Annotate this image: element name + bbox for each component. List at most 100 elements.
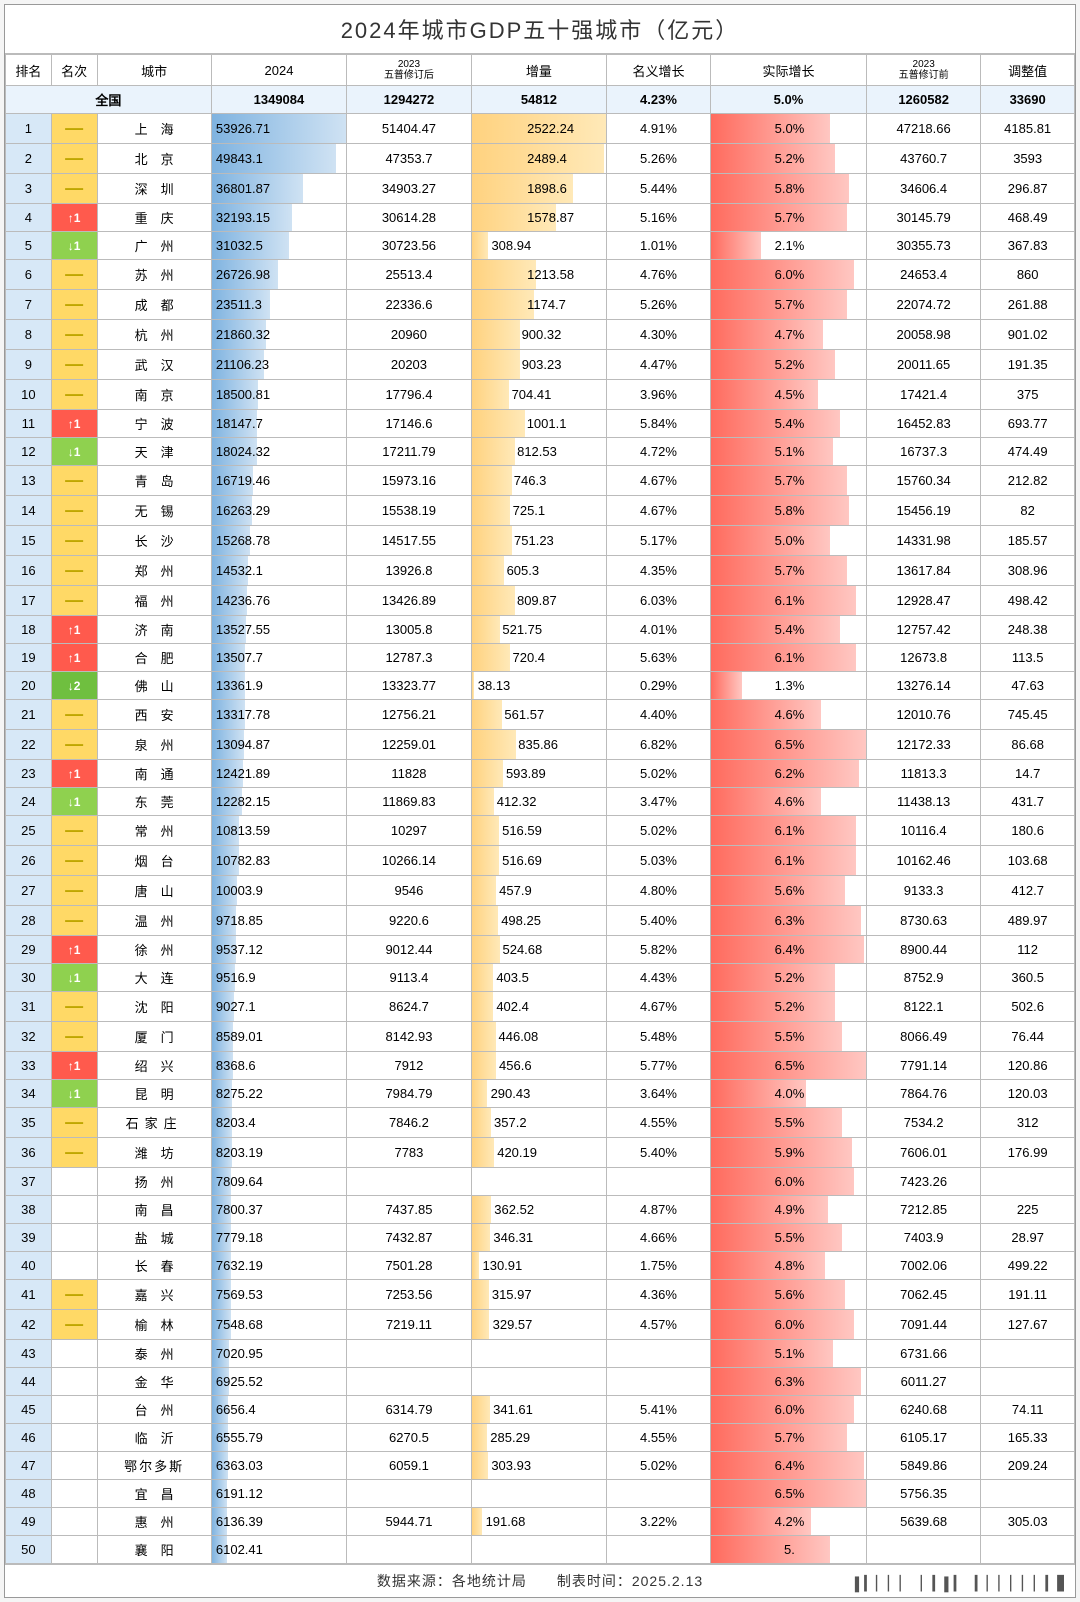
city-cell: 武 汉 (97, 350, 211, 380)
table-row: 29↑1徐 州9537.129012.44524.685.82%6.4%8900… (6, 936, 1075, 964)
gdp-2024-cell: 9516.9 (211, 964, 346, 992)
gdp-2024-cell: 10813.59 (211, 816, 346, 846)
adjust-cell: 312 (981, 1108, 1075, 1138)
gdp-2024-cell: 8368.6 (211, 1052, 346, 1080)
adjust-cell: 502.6 (981, 992, 1075, 1022)
adjust-cell: 693.77 (981, 410, 1075, 438)
real-growth-cell: 5.4% (710, 616, 866, 644)
rank-cell: 47 (6, 1452, 52, 1480)
table-row: 20↓2佛 山13361.913323.7738.130.29%1.3%1327… (6, 672, 1075, 700)
table-row: 24↓1东 莞12282.1511869.83412.323.47%4.6%11… (6, 788, 1075, 816)
adjust-cell: 261.88 (981, 290, 1075, 320)
nominal-growth-cell: 4.57% (607, 1310, 711, 1340)
table-row: 7—成 都23511.322336.61174.75.26%5.7%22074.… (6, 290, 1075, 320)
rank-change-cell (51, 1424, 97, 1452)
table-row: 45台 州6656.46314.79341.615.41%6.0%6240.68… (6, 1396, 1075, 1424)
city-cell: 宁 波 (97, 410, 211, 438)
increment-cell: 751.23 (471, 526, 606, 556)
adjust-cell: 86.68 (981, 730, 1075, 760)
real-growth-cell: 6.5% (710, 730, 866, 760)
adjust-cell: 745.45 (981, 700, 1075, 730)
increment-cell: 605.3 (471, 556, 606, 586)
nominal-growth-cell (607, 1340, 711, 1368)
rank-change-cell: — (51, 700, 97, 730)
increment-cell: 1001.1 (471, 410, 606, 438)
city-cell: 青 岛 (97, 466, 211, 496)
gdp-2023after-cell: 13926.8 (347, 556, 472, 586)
rank-change-cell: — (51, 730, 97, 760)
gdp-2023after-cell: 9220.6 (347, 906, 472, 936)
rank-change-cell: ↑1 (51, 1052, 97, 1080)
nominal-growth-cell: 3.64% (607, 1080, 711, 1108)
gdp-2023after-cell: 7253.56 (347, 1280, 472, 1310)
gdp-2023before-cell: 7091.44 (866, 1310, 980, 1340)
table-row: 46临 沂6555.796270.5285.294.55%5.7%6105.17… (6, 1424, 1075, 1452)
nominal-growth-cell: 6.82% (607, 730, 711, 760)
table-row: 33↑1绍 兴8368.67912456.65.77%6.5%7791.1412… (6, 1052, 1075, 1080)
gdp-2023after-cell: 8142.93 (347, 1022, 472, 1052)
gdp-2023after-cell (347, 1168, 472, 1196)
hdr-2023after-l2: 五普修订后 (384, 70, 434, 81)
gdp-2023before-cell: 5756.35 (866, 1480, 980, 1508)
rank-cell: 33 (6, 1052, 52, 1080)
real-growth-cell: 5.7% (710, 1424, 866, 1452)
rank-change-cell (51, 1368, 97, 1396)
gdp-2023after-cell: 6059.1 (347, 1452, 472, 1480)
adjust-cell: 4185.81 (981, 114, 1075, 144)
table-row: 11↑1宁 波18147.717146.61001.15.84%5.4%1645… (6, 410, 1075, 438)
gdp-2024-cell: 6363.03 (211, 1452, 346, 1480)
gdp-2023after-cell: 9546 (347, 876, 472, 906)
city-cell: 潍 坊 (97, 1138, 211, 1168)
gdp-2023before-cell: 7791.14 (866, 1052, 980, 1080)
rank-cell: 34 (6, 1080, 52, 1108)
adjust-cell: 367.83 (981, 232, 1075, 260)
gdp-2023before-cell: 7062.45 (866, 1280, 980, 1310)
rank-cell: 36 (6, 1138, 52, 1168)
gdp-2024-cell: 18024.32 (211, 438, 346, 466)
gdp-2023after-cell: 22336.6 (347, 290, 472, 320)
real-growth-cell: 6.1% (710, 816, 866, 846)
gdp-2023after-cell: 20203 (347, 350, 472, 380)
gdp-2023after-cell: 7912 (347, 1052, 472, 1080)
table-row: 4↑1重 庆32193.1530614.281578.875.16%5.7%30… (6, 204, 1075, 232)
nominal-growth-cell: 3.96% (607, 380, 711, 410)
table-row: 47鄂尔多斯6363.036059.1303.935.02%6.4%5849.8… (6, 1452, 1075, 1480)
nominal-growth-cell: 5.48% (607, 1022, 711, 1052)
increment-cell (471, 1536, 606, 1564)
gdp-2023after-cell: 34903.27 (347, 174, 472, 204)
city-cell: 昆 明 (97, 1080, 211, 1108)
hdr-2023before: 2023五普修订前 (866, 55, 980, 86)
table-row: 17—福 州14236.7613426.89809.876.03%6.1%129… (6, 586, 1075, 616)
increment-cell: 516.69 (471, 846, 606, 876)
nominal-growth-cell: 5.02% (607, 760, 711, 788)
gdp-2024-cell: 6136.39 (211, 1508, 346, 1536)
gdp-2024-cell: 6191.12 (211, 1480, 346, 1508)
table-row: 49惠 州6136.395944.71191.683.22%4.2%5639.6… (6, 1508, 1075, 1536)
nominal-growth-cell: 5.02% (607, 1452, 711, 1480)
hdr-rank: 排名 (6, 55, 52, 86)
header-row: 排名 名次 城市 2024 2023五普修订后 增量 名义增长 实际增长 202… (6, 55, 1075, 86)
increment-cell: 900.32 (471, 320, 606, 350)
nominal-growth-cell: 4.01% (607, 616, 711, 644)
increment-cell: 498.25 (471, 906, 606, 936)
city-cell: 郑 州 (97, 556, 211, 586)
increment-cell: 341.61 (471, 1396, 606, 1424)
gdp-2023before-cell: 7606.01 (866, 1138, 980, 1168)
gdp-2023after-cell: 11869.83 (347, 788, 472, 816)
gdp-2024-cell: 10782.83 (211, 846, 346, 876)
increment-cell: 191.68 (471, 1508, 606, 1536)
gdp-2024-cell: 12421.89 (211, 760, 346, 788)
city-cell: 重 庆 (97, 204, 211, 232)
rank-change-cell: — (51, 174, 97, 204)
rank-change-cell: ↓1 (51, 1080, 97, 1108)
rank-cell: 16 (6, 556, 52, 586)
real-growth-cell: 5.6% (710, 876, 866, 906)
increment-cell: 457.9 (471, 876, 606, 906)
gdp-2024-cell: 10003.9 (211, 876, 346, 906)
nat-nom: 4.23% (607, 86, 711, 114)
table-row: 12↓1天 津18024.3217211.79812.534.72%5.1%16… (6, 438, 1075, 466)
table-row: 40长 春7632.197501.28130.911.75%4.8%7002.0… (6, 1252, 1075, 1280)
adjust-cell: 112 (981, 936, 1075, 964)
table-row: 23↑1南 通12421.8911828593.895.02%6.2%11813… (6, 760, 1075, 788)
real-growth-cell: 4.0% (710, 1080, 866, 1108)
